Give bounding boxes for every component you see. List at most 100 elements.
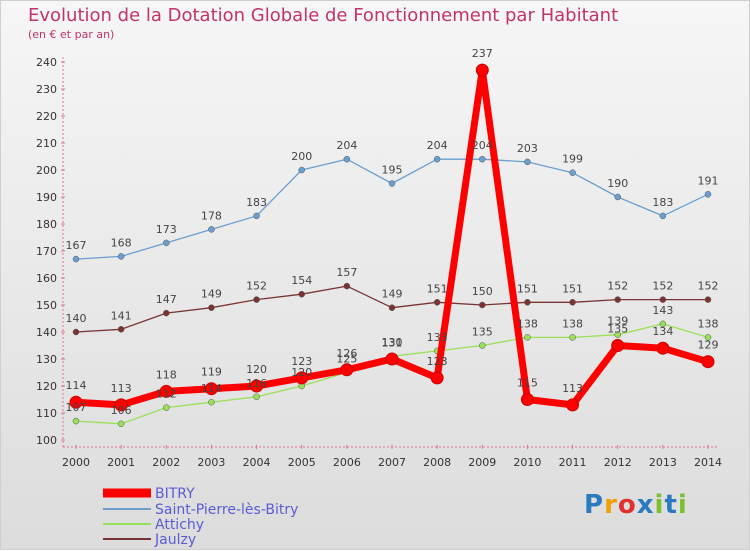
data-point xyxy=(204,382,218,396)
y-tick-label: 190 xyxy=(36,191,57,204)
data-label: 149 xyxy=(201,288,222,301)
data-label: 191 xyxy=(698,174,719,187)
data-point xyxy=(566,398,580,412)
data-label: 120 xyxy=(246,363,267,376)
data-point xyxy=(340,363,354,377)
data-label: 204 xyxy=(427,139,448,152)
data-label: 123 xyxy=(291,355,312,368)
data-point xyxy=(611,339,625,352)
data-label: 118 xyxy=(156,368,177,381)
x-tick-label: 2010 xyxy=(513,456,541,469)
data-label: 150 xyxy=(472,285,493,298)
data-point xyxy=(569,334,576,341)
x-tick-label: 2006 xyxy=(333,456,361,469)
data-label: 141 xyxy=(111,309,132,322)
data-label: 139 xyxy=(607,315,628,328)
data-label: 195 xyxy=(382,164,403,177)
x-tick-label: 2008 xyxy=(423,456,451,469)
data-label: 147 xyxy=(156,293,177,306)
data-label: 149 xyxy=(382,288,403,301)
data-point xyxy=(72,255,80,263)
data-point xyxy=(569,169,576,176)
logo-letter: x xyxy=(636,490,655,520)
data-label: 112 xyxy=(156,388,177,401)
y-tick-label: 160 xyxy=(36,272,57,285)
data-label: 190 xyxy=(607,177,628,190)
data-label: 152 xyxy=(246,280,267,293)
data-label: 115 xyxy=(517,377,538,390)
data-point xyxy=(388,304,396,311)
data-label: 119 xyxy=(201,366,222,379)
data-label: 125 xyxy=(336,353,357,366)
data-label: 138 xyxy=(517,317,538,330)
data-point xyxy=(298,290,305,298)
x-tick-label: 2014 xyxy=(694,456,722,469)
x-tick-label: 2000 xyxy=(62,456,90,469)
data-label: 129 xyxy=(698,339,719,352)
data-label: 131 xyxy=(382,336,403,349)
data-label: 126 xyxy=(336,347,357,360)
data-point xyxy=(479,301,486,309)
data-label: 134 xyxy=(652,325,673,338)
y-tick-label: 100 xyxy=(36,434,57,447)
data-point xyxy=(253,393,260,401)
legend-label: Attichy xyxy=(155,517,204,533)
y-tick-label: 110 xyxy=(36,407,57,420)
data-point xyxy=(163,239,170,247)
x-tick-label: 2013 xyxy=(649,456,677,469)
data-label: 140 xyxy=(66,312,87,325)
data-point xyxy=(163,404,170,411)
data-label: 120 xyxy=(291,366,312,379)
data-point xyxy=(569,299,576,306)
data-point xyxy=(253,212,260,220)
data-point xyxy=(614,296,621,303)
data-label: 151 xyxy=(427,282,448,295)
data-label: 116 xyxy=(246,377,267,390)
data-point xyxy=(388,180,396,187)
data-label: 152 xyxy=(607,280,628,293)
data-point xyxy=(208,304,215,311)
data-point xyxy=(117,420,125,428)
data-label: 130 xyxy=(382,336,403,349)
data-point xyxy=(614,193,621,201)
data-label: 237 xyxy=(472,47,493,60)
chart-subtitle: (en € et par an) xyxy=(28,28,115,41)
data-point xyxy=(385,352,399,366)
data-point xyxy=(159,384,173,398)
x-tick-label: 2002 xyxy=(152,456,180,469)
proxiti-logo: Proxiti xyxy=(584,490,688,520)
data-point xyxy=(659,212,667,220)
x-tick-label: 2012 xyxy=(604,456,632,469)
x-tick-label: 2001 xyxy=(107,456,135,469)
logo-letter: i xyxy=(654,490,665,520)
x-tick-label: 2003 xyxy=(197,456,225,469)
data-label: 113 xyxy=(562,382,583,395)
data-label: 152 xyxy=(698,280,719,293)
legend-label: BITRY xyxy=(155,486,195,502)
data-point xyxy=(208,398,215,406)
legend-label: Jaulzy xyxy=(154,532,196,548)
data-point xyxy=(117,326,125,333)
data-point xyxy=(701,355,715,369)
data-label: 178 xyxy=(201,209,222,222)
y-tick-label: 140 xyxy=(36,326,57,339)
data-label: 138 xyxy=(698,317,719,330)
data-label: 204 xyxy=(336,139,357,152)
data-label: 135 xyxy=(472,326,493,339)
data-point xyxy=(430,371,444,385)
data-point xyxy=(614,331,621,338)
data-label: 173 xyxy=(156,223,177,236)
data-label: 168 xyxy=(111,236,132,249)
data-point xyxy=(117,253,125,260)
y-tick-label: 200 xyxy=(36,164,57,177)
y-tick-label: 150 xyxy=(36,299,57,312)
data-point xyxy=(433,155,441,163)
data-point xyxy=(433,299,441,306)
x-tick-label: 2007 xyxy=(378,456,406,469)
y-tick-label: 130 xyxy=(36,353,57,366)
data-label: 138 xyxy=(562,317,583,330)
data-label: 151 xyxy=(562,282,583,295)
data-point xyxy=(704,191,712,198)
data-point xyxy=(298,166,305,174)
